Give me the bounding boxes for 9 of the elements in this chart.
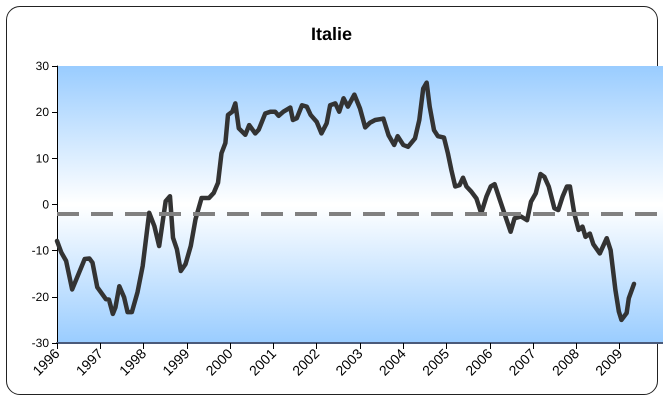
- y-tick-label: -20: [32, 290, 50, 304]
- line-series: [54, 80, 636, 322]
- y-tick-label: 10: [36, 151, 50, 166]
- chart-title: Italie: [310, 24, 352, 44]
- y-tick-label: -30: [32, 336, 50, 350]
- y-tick-label: 20: [36, 105, 50, 120]
- y-tick-label: -10: [32, 244, 50, 258]
- y-tick-label: 0: [42, 198, 50, 212]
- y-tick-label: 30: [36, 59, 50, 73]
